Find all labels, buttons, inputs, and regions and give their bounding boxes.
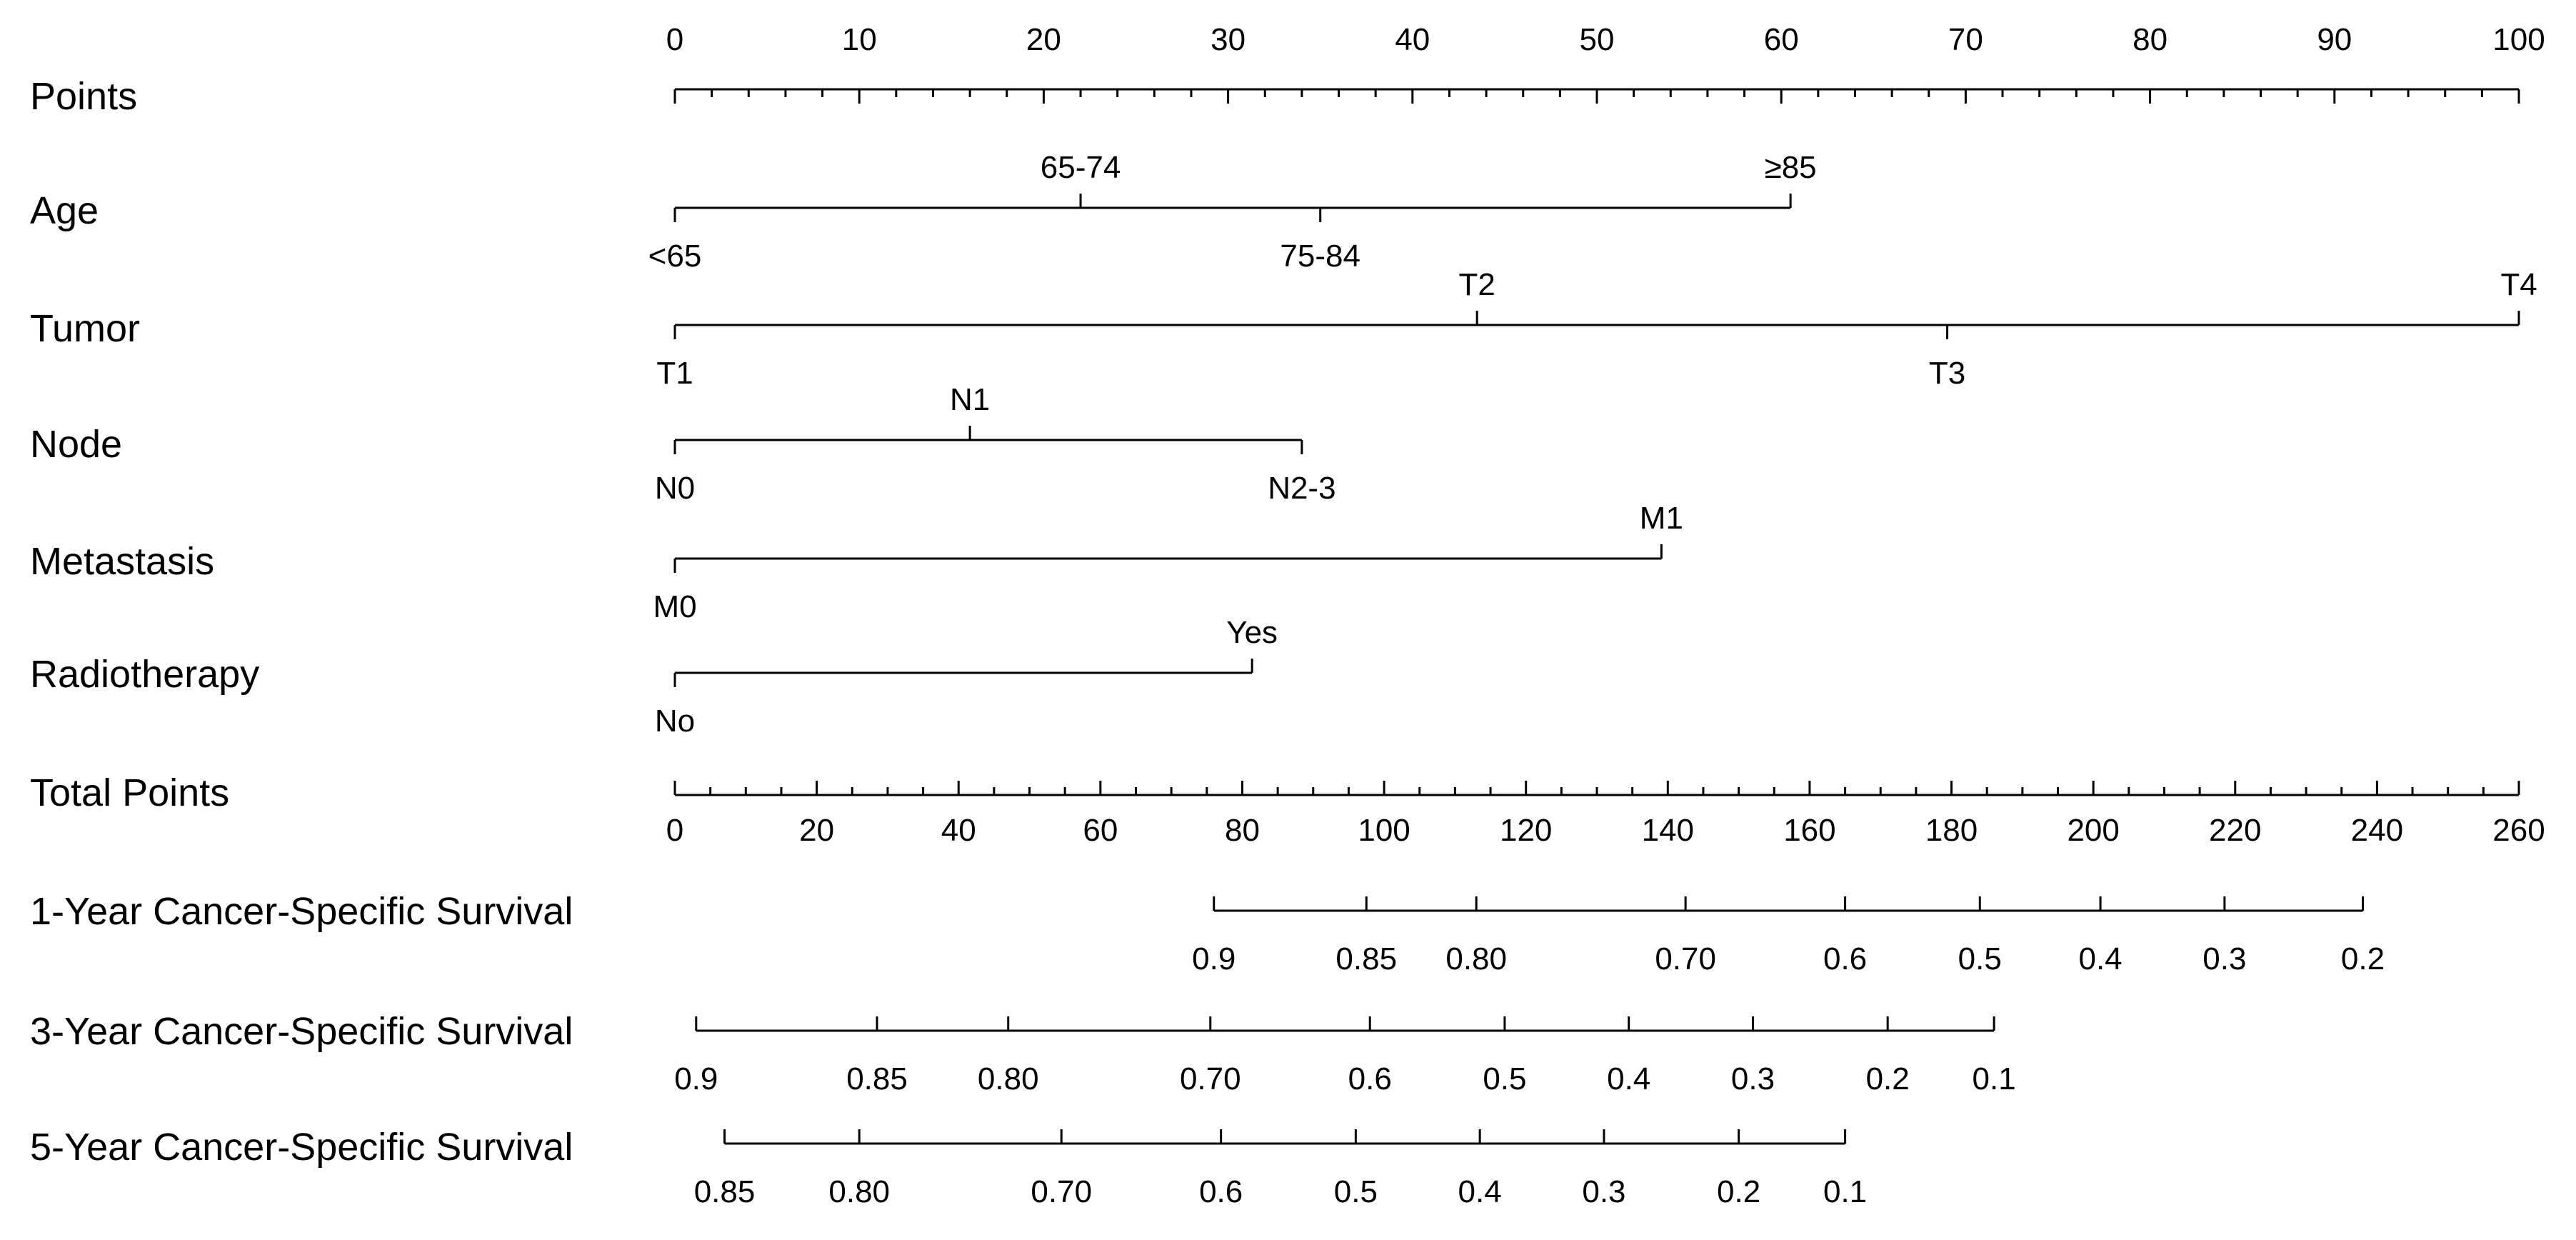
probability-label: 0.85 (694, 1174, 756, 1209)
row-label-tumor: Tumor (30, 307, 140, 350)
probability-label: 0.70 (1655, 941, 1716, 976)
level-label: M0 (653, 589, 696, 624)
row-survival-3y: 0.9 0.85 0.80 0.70 0.6 0.5 0.4 0.3 0.2 0.1 (674, 1016, 2016, 1096)
row-label-age: Age (30, 189, 99, 232)
probability-label: 0.85 (846, 1061, 908, 1096)
probability-label: 0.80 (1445, 941, 1507, 976)
tick-label: 120 (1500, 813, 1552, 848)
tick-label: 20 (799, 813, 834, 848)
probability-label: 0.2 (2341, 941, 2385, 976)
row-label-points: Points (30, 75, 137, 118)
row-label-total-points: Total Points (30, 771, 229, 814)
level-label: T3 (1929, 356, 1965, 391)
tick-label: 30 (1211, 22, 1246, 57)
probability-label: 0.3 (2202, 941, 2246, 976)
row-total-points: 0 20 40 60 80 100 120 140 160 180 200 220 240 260 (666, 781, 2545, 848)
row-survival-5y: 0.85 0.80 0.70 0.6 0.5 0.4 0.3 0.2 0.1 (694, 1129, 1867, 1209)
tick-label: 260 (2492, 813, 2545, 848)
row-metastasis: M0 M1 (653, 501, 1683, 624)
level-label: T2 (1458, 267, 1495, 302)
tick-label: 80 (2133, 22, 2167, 57)
tick-label: 200 (2067, 813, 2119, 848)
level-label: N0 (655, 471, 695, 506)
probability-label: 0.6 (1199, 1174, 1243, 1209)
row-node: N0 N1 N2-3 (655, 382, 1336, 506)
row-survival-1y: 0.9 0.85 0.80 0.70 0.6 0.5 0.4 0.3 0.2 (1192, 896, 2385, 976)
tick-label: 0 (666, 813, 683, 848)
row-label-survival-1y: 1-Year Cancer-Specific Survival (30, 890, 573, 933)
probability-label: 0.2 (1717, 1174, 1760, 1209)
probability-label: 0.5 (1334, 1174, 1378, 1209)
row-label-radiotherapy: Radiotherapy (30, 653, 259, 696)
row-radiotherapy: No Yes (655, 615, 1278, 739)
tick-label: 50 (1580, 22, 1615, 57)
level-label: No (655, 704, 695, 739)
tick-label: 60 (1083, 813, 1118, 848)
row-label-metastasis: Metastasis (30, 540, 214, 583)
level-label: T1 (656, 356, 693, 391)
level-label: N1 (950, 382, 990, 417)
tick-label: 40 (1395, 22, 1430, 57)
probability-label: 0.6 (1348, 1061, 1392, 1096)
level-label: <65 (648, 239, 702, 274)
nomogram-axes: 0 10 20 30 40 50 60 70 80 90 100 <65 65-74 75-84 ≥85 T1… (648, 22, 2545, 1209)
tick-label: 100 (2492, 22, 2545, 57)
level-label: N2-3 (1268, 471, 1335, 506)
tick-label: 20 (1026, 22, 1061, 57)
tick-label: 220 (2209, 813, 2261, 848)
row-tumor: T1 T2 T3 T4 (656, 267, 2537, 391)
probability-label: 0.80 (828, 1174, 890, 1209)
tick-label: 90 (2317, 22, 2352, 57)
probability-label: 0.1 (1823, 1174, 1867, 1209)
level-label: M1 (1640, 501, 1683, 536)
level-label: 65-74 (1041, 150, 1121, 185)
probability-label: 0.85 (1335, 941, 1397, 976)
row-age: <65 65-74 75-84 ≥85 (648, 150, 1817, 274)
level-label: T4 (2500, 267, 2537, 302)
tick-label: 40 (941, 813, 976, 848)
probability-label: 0.70 (1031, 1174, 1092, 1209)
probability-label: 0.2 (1866, 1061, 1910, 1096)
probability-label: 0.80 (978, 1061, 1039, 1096)
probability-label: 0.3 (1582, 1174, 1625, 1209)
tick-label: 10 (842, 22, 877, 57)
tick-label: 240 (2351, 813, 2403, 848)
row-label-survival-5y: 5-Year Cancer-Specific Survival (30, 1126, 573, 1169)
tick-label: 160 (1783, 813, 1835, 848)
row-label-survival-3y: 3-Year Cancer-Specific Survival (30, 1010, 573, 1053)
tick-label: 80 (1225, 813, 1260, 848)
tick-label: 60 (1764, 22, 1799, 57)
tick-label: 100 (1358, 813, 1410, 848)
probability-label: 0.5 (1958, 941, 2002, 976)
probability-label: 0.1 (1973, 1061, 2016, 1096)
probability-label: 0.4 (1458, 1174, 1502, 1209)
probability-label: 0.9 (674, 1061, 718, 1096)
probability-label: 0.3 (1731, 1061, 1775, 1096)
tick-label: 0 (666, 22, 683, 57)
level-label: ≥85 (1765, 150, 1817, 185)
tick-label: 70 (1948, 22, 1983, 57)
probability-label: 0.5 (1483, 1061, 1526, 1096)
row-points: 0 10 20 30 40 50 60 70 80 90 100 (666, 22, 2545, 104)
level-label: 75-84 (1280, 239, 1360, 274)
row-labels: Points Age Tumor Node Metastasis Radioth… (30, 75, 573, 1169)
tick-label: 180 (1925, 813, 1978, 848)
level-label: Yes (1226, 615, 1278, 650)
row-label-node: Node (30, 423, 122, 466)
tick-label: 140 (1642, 813, 1694, 848)
probability-label: 0.4 (1607, 1061, 1650, 1096)
probability-label: 0.4 (2078, 941, 2122, 976)
probability-label: 0.9 (1192, 941, 1236, 976)
probability-label: 0.6 (1823, 941, 1867, 976)
probability-label: 0.70 (1180, 1061, 1241, 1096)
